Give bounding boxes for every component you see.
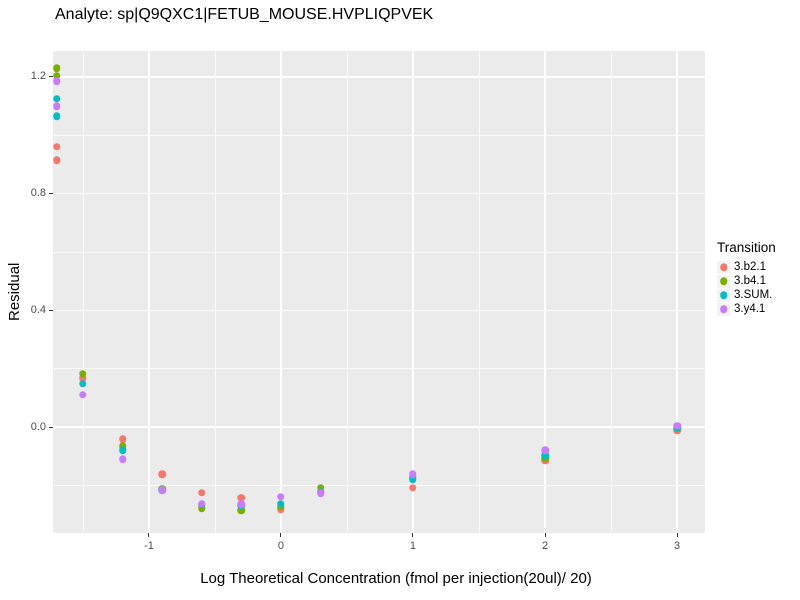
data-point-3.SUM. bbox=[409, 475, 417, 483]
legend-swatch-icon bbox=[719, 277, 728, 285]
y-tick-label: 0.0 bbox=[30, 420, 46, 433]
data-point-3.y4.1 bbox=[158, 486, 166, 494]
legend-item: 3.SUM. bbox=[717, 288, 799, 302]
data-point-3.y4.1 bbox=[541, 446, 549, 454]
gridline-major-v bbox=[412, 51, 414, 533]
data-point-3.b2.1 bbox=[409, 484, 417, 492]
data-point-3.SUM. bbox=[53, 95, 61, 103]
x-tick-mark bbox=[544, 533, 546, 537]
data-point-3.b4.1 bbox=[316, 484, 325, 492]
legend-item: 3.b4.1 bbox=[717, 274, 799, 288]
legend-swatch-icon bbox=[719, 263, 728, 271]
legend-swatch-icon bbox=[719, 291, 728, 299]
x-tick-mark bbox=[412, 533, 414, 537]
data-point-3.SUM. bbox=[53, 112, 61, 121]
legend: Transition 3.b2.1 3.b4.1 3.SUM. 3.y4.1 bbox=[717, 240, 799, 316]
gridline-minor-v bbox=[82, 51, 84, 533]
gridline-major-v bbox=[676, 51, 678, 533]
data-point-3.y4.1 bbox=[118, 455, 127, 463]
data-point-3.b2.1 bbox=[198, 488, 206, 497]
data-point-3.b4.1 bbox=[198, 504, 206, 513]
data-point-3.b4.1 bbox=[53, 71, 61, 80]
y-tick-mark bbox=[49, 193, 53, 195]
plot-panel bbox=[53, 51, 705, 533]
data-point-3.y4.1 bbox=[79, 391, 87, 399]
legend-key bbox=[717, 288, 730, 302]
gridline-major-h bbox=[53, 426, 705, 428]
gridline-major-h bbox=[53, 76, 705, 78]
data-point-3.y4.1 bbox=[673, 421, 681, 430]
y-tick-label: 1.2 bbox=[30, 70, 46, 83]
gridline-minor-h bbox=[53, 368, 705, 370]
gridline-minor-v bbox=[346, 51, 348, 533]
gridline-major-h bbox=[53, 192, 705, 195]
y-tick-mark bbox=[49, 309, 53, 311]
y-tick-mark bbox=[49, 426, 53, 428]
x-tick-mark bbox=[148, 533, 150, 537]
legend-item: 3.b2.1 bbox=[717, 260, 799, 274]
x-tick-label: -1 bbox=[144, 540, 154, 552]
data-point-3.b2.1 bbox=[158, 470, 166, 478]
gridline-minor-h bbox=[53, 251, 705, 253]
data-point-3.b2.1 bbox=[53, 143, 61, 151]
y-tick-label: 0.8 bbox=[30, 187, 46, 200]
x-axis-title: Log Theoretical Concentration (fmol per … bbox=[200, 570, 592, 587]
legend-swatch-icon bbox=[719, 305, 728, 313]
legend-key bbox=[717, 274, 730, 288]
legend-title: Transition bbox=[717, 240, 776, 255]
data-point-3.b4.1 bbox=[237, 506, 246, 514]
x-tick-label: 2 bbox=[541, 540, 549, 552]
legend-item-label: 3.b4.1 bbox=[734, 275, 766, 287]
y-axis-title: Residual bbox=[6, 262, 23, 322]
data-point-3.SUM. bbox=[277, 499, 285, 508]
legend-item-label: 3.b2.1 bbox=[734, 261, 766, 273]
gridline-major-v bbox=[280, 51, 282, 533]
data-point-3.b4.1 bbox=[79, 370, 87, 378]
y-tick-label: 0.4 bbox=[30, 303, 46, 316]
data-point-3.b2.1 bbox=[79, 374, 87, 382]
legend-key bbox=[717, 302, 730, 316]
legend-key bbox=[717, 260, 730, 274]
legend-item-label: 3.y4.1 bbox=[734, 303, 766, 315]
x-tick-label: 0 bbox=[277, 540, 285, 552]
data-point-3.b2.1 bbox=[118, 435, 127, 443]
data-point-3.SUM. bbox=[118, 446, 127, 455]
x-tick-label: 3 bbox=[673, 540, 681, 552]
data-point-3.y4.1 bbox=[316, 489, 325, 498]
chart-title: Analyte: sp|Q9QXC1|FETUB_MOUSE.HVPLIQPVE… bbox=[55, 6, 434, 23]
x-tick-mark bbox=[280, 533, 282, 537]
x-tick-label: 1 bbox=[409, 540, 417, 552]
legend-item-label: 3.SUM. bbox=[734, 289, 773, 301]
legend-item: 3.y4.1 bbox=[717, 302, 799, 316]
data-point-3.b2.1 bbox=[237, 493, 246, 502]
x-tick-mark bbox=[676, 533, 678, 537]
data-point-3.y4.1 bbox=[198, 499, 206, 508]
gridline-major-h bbox=[53, 309, 705, 312]
gridline-major-v bbox=[544, 51, 546, 533]
data-point-3.y4.1 bbox=[409, 470, 417, 479]
gridline-major-v bbox=[148, 51, 150, 533]
data-point-3.b4.1 bbox=[118, 442, 127, 451]
data-point-3.y4.1 bbox=[237, 500, 246, 509]
data-point-3.b2.1 bbox=[53, 156, 61, 164]
gridline-minor-h bbox=[53, 485, 705, 486]
data-point-3.b4.1 bbox=[53, 64, 61, 72]
gridline-minor-h bbox=[53, 134, 705, 136]
gridline-minor-v bbox=[478, 51, 480, 533]
data-point-3.y4.1 bbox=[277, 493, 285, 501]
y-tick-mark bbox=[49, 76, 53, 78]
data-point-3.y4.1 bbox=[53, 102, 61, 110]
data-point-3.SUM. bbox=[541, 451, 549, 459]
legend-items: 3.b2.1 3.b4.1 3.SUM. 3.y4.1 bbox=[717, 260, 799, 316]
data-point-3.y4.1 bbox=[53, 77, 61, 86]
data-point-3.SUM. bbox=[79, 380, 87, 388]
gridline-minor-v bbox=[610, 51, 612, 533]
gridline-minor-v bbox=[214, 51, 216, 533]
